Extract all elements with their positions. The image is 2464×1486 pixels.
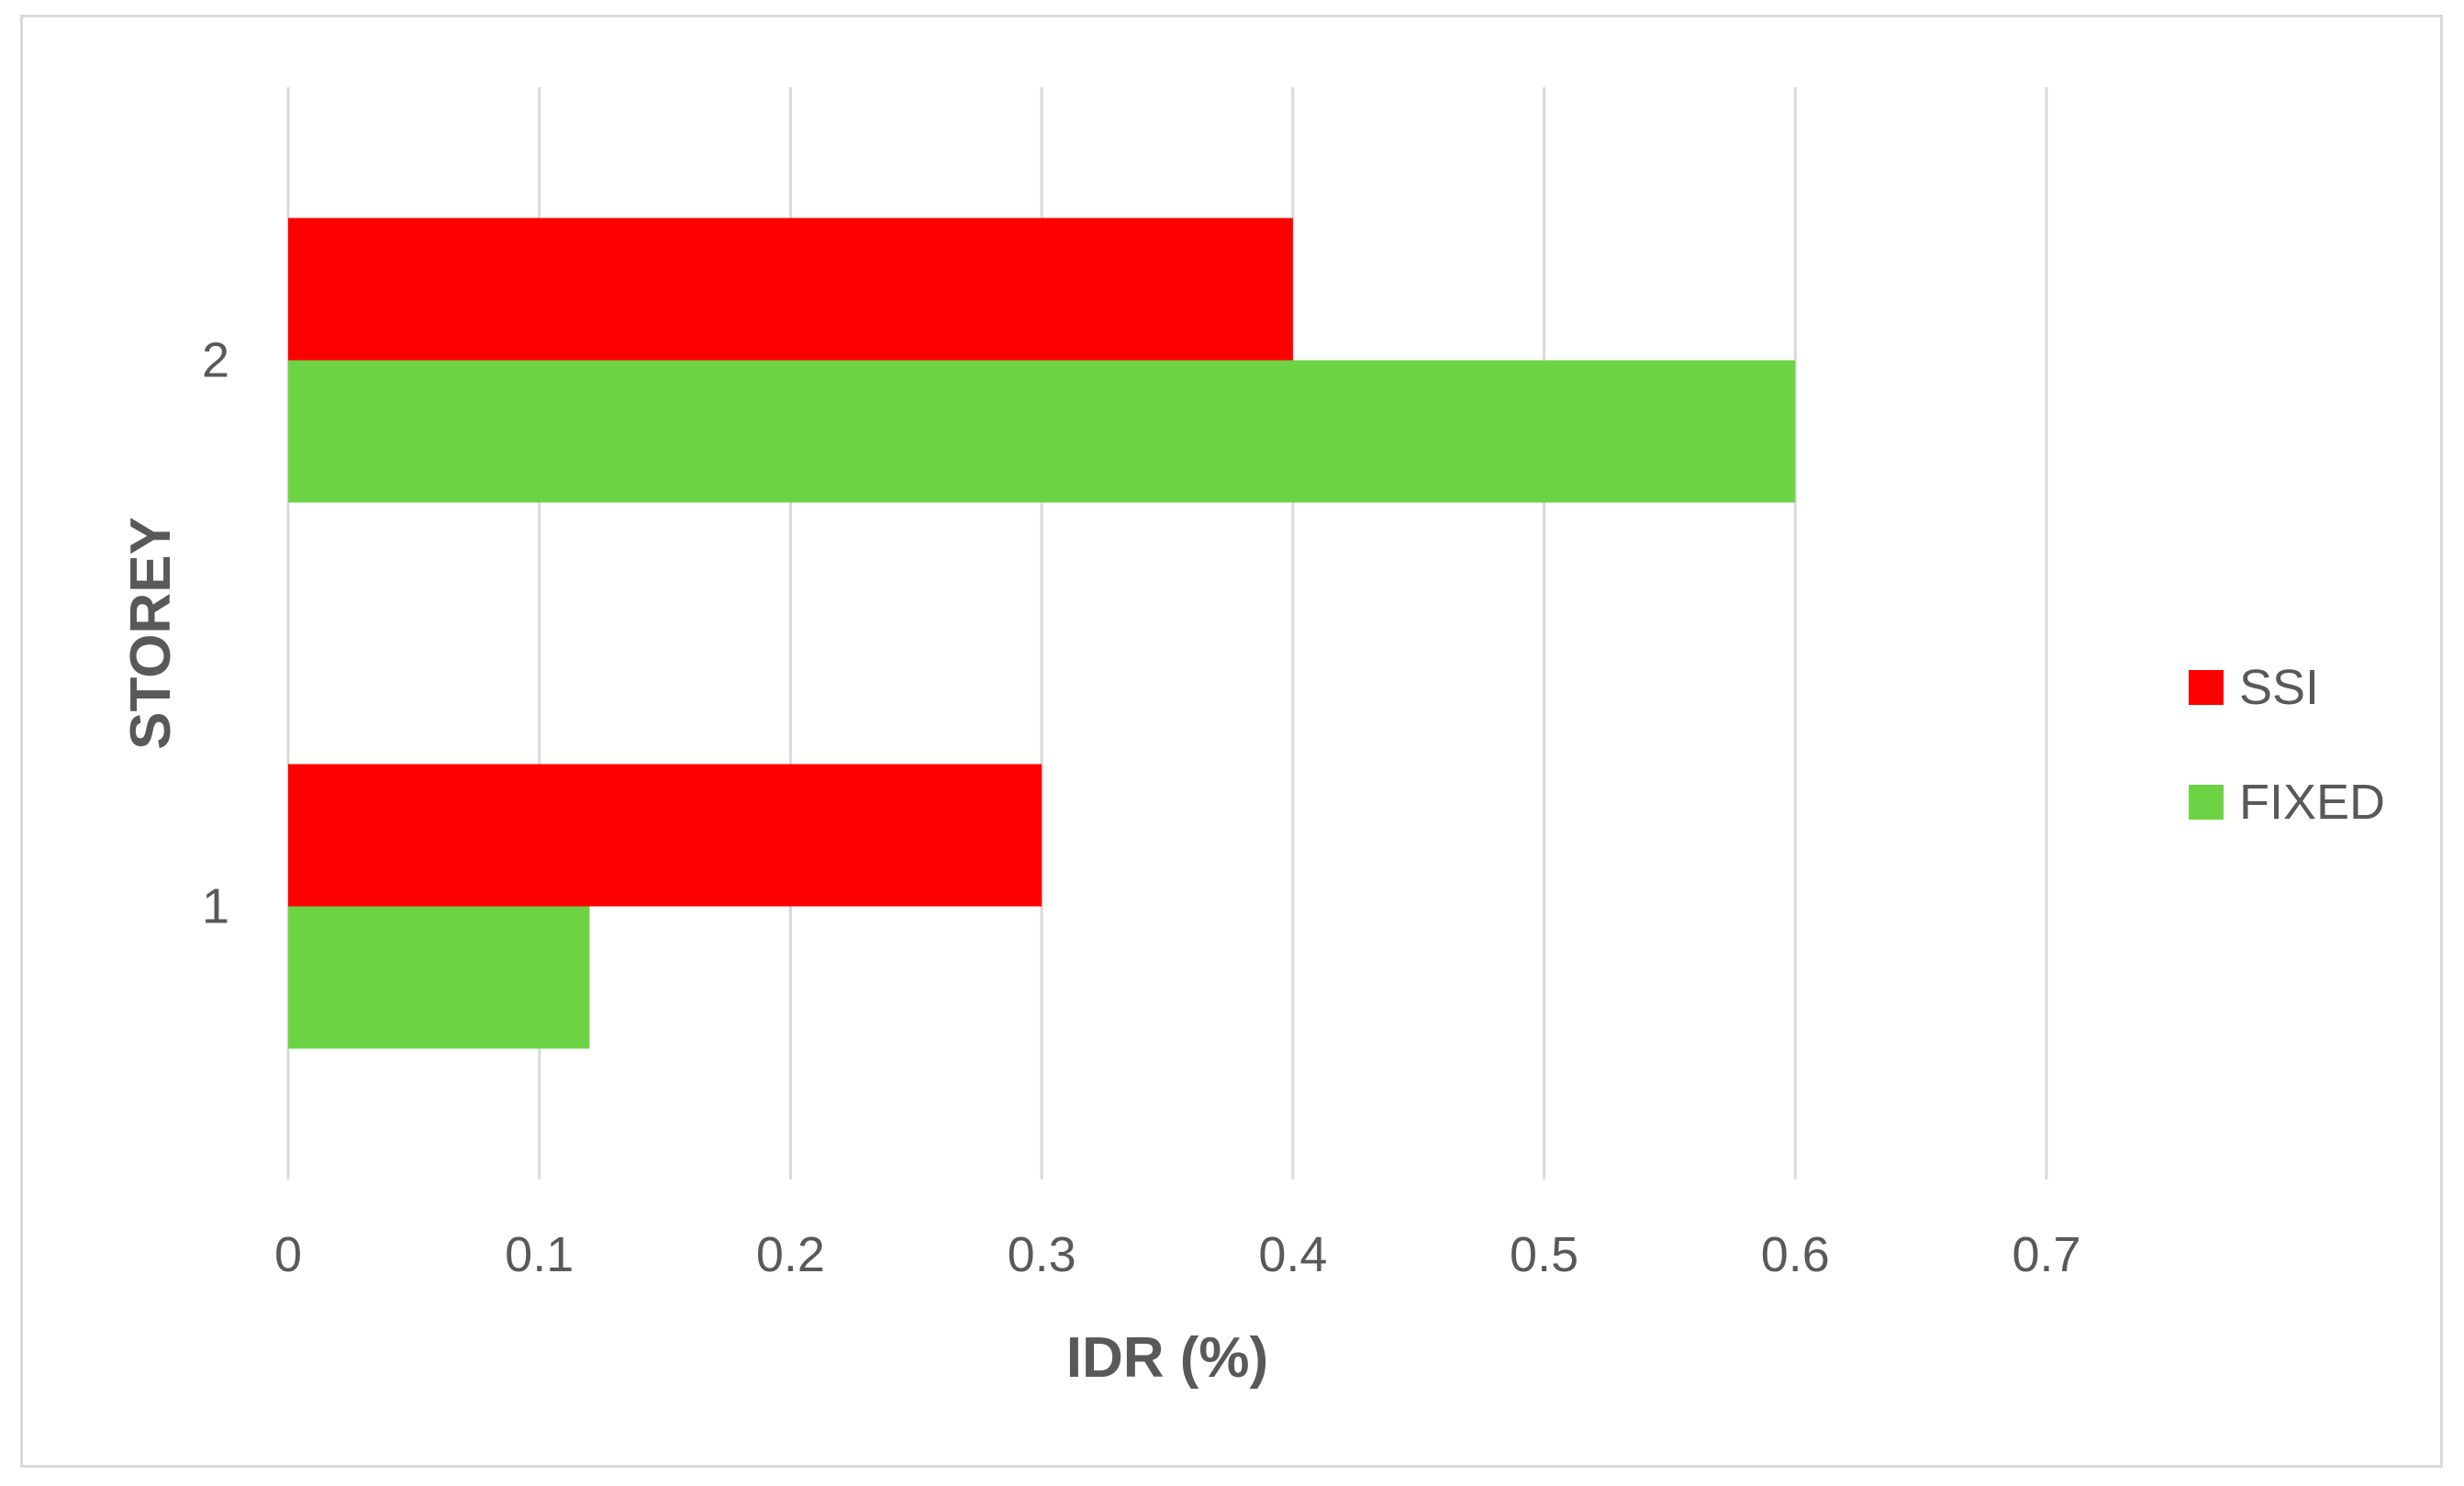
x-tick-label: 0.4 bbox=[1258, 1227, 1327, 1282]
y-tick-labels: 12 bbox=[202, 333, 229, 934]
y-axis-title: STOREY bbox=[119, 517, 183, 750]
bar-ssi-storey-1 bbox=[288, 764, 1042, 907]
x-tick-label: 0 bbox=[274, 1227, 302, 1282]
legend-label-fixed: FIXED bbox=[2239, 775, 2385, 830]
bar-ssi-storey-2 bbox=[288, 218, 1293, 361]
legend-item-ssi: SSI bbox=[2189, 660, 2319, 715]
x-tick-label: 0.7 bbox=[2012, 1227, 2080, 1282]
bar-fixed-storey-2 bbox=[288, 360, 1796, 503]
x-tick-label: 0.2 bbox=[756, 1227, 825, 1282]
y-tick-label: 2 bbox=[202, 333, 229, 388]
bar-fixed-storey-1 bbox=[288, 906, 590, 1049]
bars bbox=[288, 218, 1796, 1049]
legend-swatch-ssi bbox=[2189, 670, 2224, 705]
x-tick-label: 0.1 bbox=[505, 1227, 574, 1282]
y-tick-label: 1 bbox=[202, 879, 229, 934]
x-tick-labels: 0 0.1 0.2 0.3 0.4 0.5 0.6 0.7 bbox=[274, 1227, 2081, 1282]
legend-item-fixed: FIXED bbox=[2189, 775, 2385, 830]
x-tick-label: 0.3 bbox=[1008, 1227, 1076, 1282]
legend-swatch-fixed bbox=[2189, 785, 2224, 820]
x-axis-title: IDR (%) bbox=[1066, 1326, 1268, 1390]
legend-label-ssi: SSI bbox=[2239, 660, 2319, 715]
legend: SSI FIXED bbox=[2189, 660, 2385, 830]
x-tick-label: 0.5 bbox=[1510, 1227, 1578, 1282]
x-tick-label: 0.6 bbox=[1761, 1227, 1830, 1282]
